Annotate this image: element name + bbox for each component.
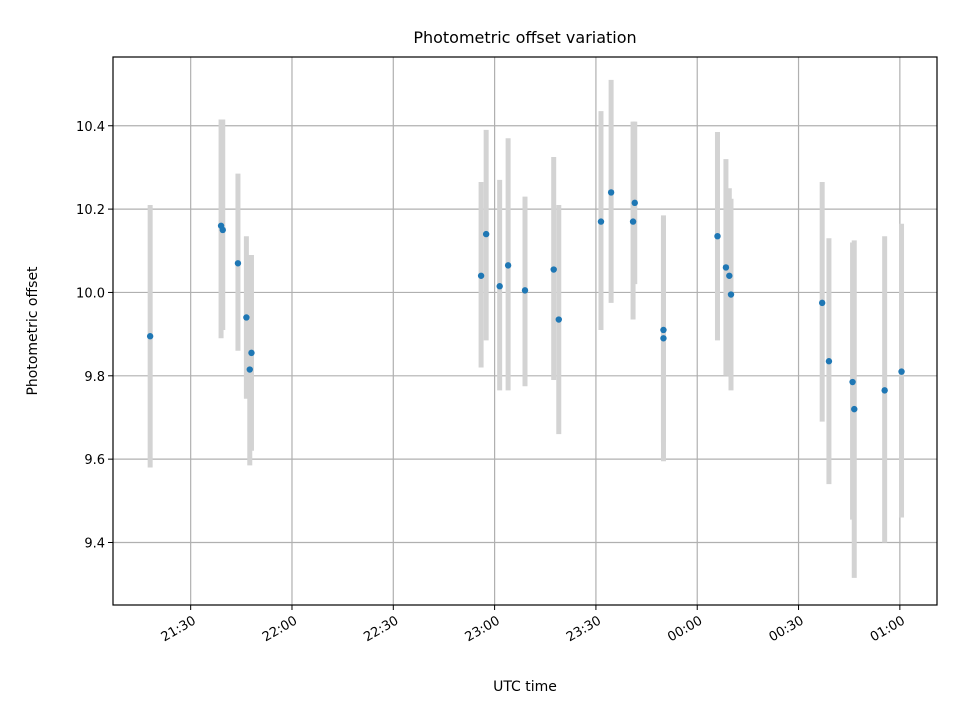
data-point [881,387,888,394]
y-tick-label: 10.2 [76,203,105,218]
y-tick-label: 9.4 [84,536,105,551]
data-point [248,349,255,357]
plot-frame [112,56,938,606]
x-tick-label: 23:30 [564,613,604,645]
data-point [714,232,721,240]
x-tick-label: 21:30 [159,613,199,645]
y-tick-label: 9.6 [84,453,105,468]
data-point [496,283,503,290]
data-point [825,358,833,365]
data-point [727,291,735,298]
x-tick-label: 22:30 [361,613,401,645]
data-point [726,272,733,279]
data-point [504,262,512,269]
data-point [477,272,485,279]
y-tick-label: 10.0 [76,286,105,301]
data-point [849,378,856,386]
x-tick-label: 00:30 [767,613,807,645]
data-point [660,335,667,342]
data-point [631,199,638,207]
data-point [851,405,858,413]
data-point [629,218,637,225]
x-tick-label: 01:00 [868,613,908,645]
data-point [660,326,667,334]
data-point [898,368,905,375]
data-point [555,316,562,323]
x-tick-label: 00:00 [665,613,705,645]
x-tick-label: 22:00 [260,613,300,645]
data-point [234,260,242,267]
axis-ticks: 21:30 22:00 22:30 23:00 23:30 00:00 00:30 01:00… [76,120,908,645]
data-point [521,287,529,294]
data-point [607,189,615,196]
data-point [722,264,730,271]
chart-title: Photometric offset variation [413,28,636,47]
data-point [482,230,490,238]
data-point [246,366,253,373]
data-points [146,189,905,413]
data-point [597,218,605,225]
x-tick-label: 23:00 [463,613,503,645]
y-tick-label: 10.4 [76,120,105,135]
y-axis-label: Photometric offset [25,266,41,396]
y-tick-label: 9.8 [84,370,105,385]
x-axis-label: UTC time [493,679,557,695]
data-point [146,333,154,340]
data-point [243,314,250,321]
data-point [219,226,226,234]
data-point [550,266,557,273]
error-bars [147,79,905,578]
data-point [818,299,826,307]
